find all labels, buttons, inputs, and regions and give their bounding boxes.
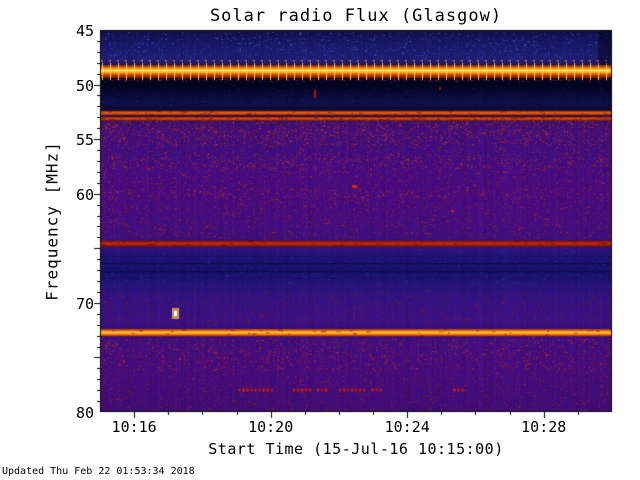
x-tick-label: 10:28: [521, 418, 567, 436]
y-tick-label: 50: [75, 76, 94, 95]
y-tick-label: 45: [75, 22, 94, 40]
y-tick-label: 60: [75, 185, 94, 204]
x-tick-label: 10:20: [248, 418, 294, 436]
x-axis-label: Start Time (15-Jul-16 10:15:00): [208, 440, 504, 458]
x-tick-label: 10:24: [384, 418, 430, 436]
y-tick-label: 80: [75, 404, 94, 422]
x-tick-label: 10:16: [111, 418, 157, 436]
updated-timestamp: Updated Thu Feb 22 01:53:34 2018: [2, 466, 195, 477]
y-tick-label: 55: [75, 131, 94, 150]
y-tick-label: 70: [75, 294, 94, 313]
